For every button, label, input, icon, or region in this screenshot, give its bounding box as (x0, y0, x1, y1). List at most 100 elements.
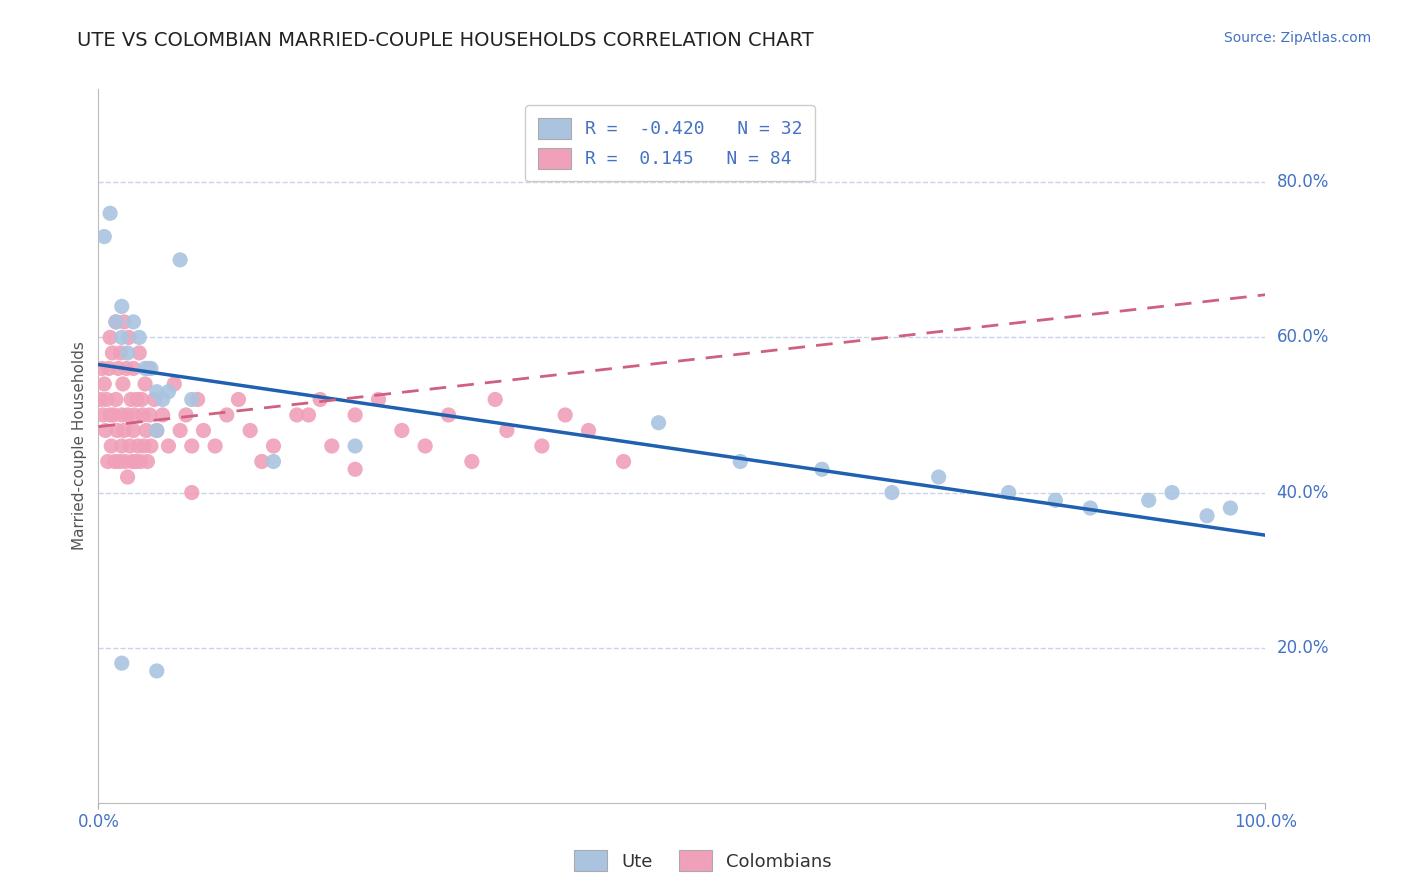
Point (91, 408, 114, 422)
Text: UTE VS COLOMBIAN MARRIED-COUPLE HOUSEHOLDS CORRELATION CHART: UTE VS COLOMBIAN MARRIED-COUPLE HOUSEHOL… (77, 31, 814, 50)
Point (146, 424, 169, 438)
Point (139, 439, 162, 453)
Point (135, 424, 157, 438)
Point (117, 408, 139, 422)
Point (309, 392, 332, 407)
Point (111, 376, 134, 391)
Point (578, 424, 600, 438)
Point (187, 392, 209, 407)
Point (811, 462, 834, 476)
Point (108, 454, 131, 468)
Point (110, 346, 132, 360)
Point (131, 392, 153, 407)
Point (1137, 493, 1160, 508)
Point (163, 376, 186, 391)
Point (122, 424, 145, 438)
Point (391, 424, 413, 438)
Point (132, 408, 155, 422)
Point (97, 361, 120, 376)
Point (104, 315, 127, 329)
Point (1195, 508, 1218, 523)
Point (180, 485, 202, 500)
Point (413, 439, 436, 453)
Point (121, 454, 143, 468)
Point (115, 361, 138, 376)
Point (118, 330, 141, 344)
Point (180, 392, 202, 407)
Point (367, 392, 389, 407)
Point (128, 346, 150, 360)
Point (321, 439, 343, 453)
Text: 40.0%: 40.0% (1277, 483, 1329, 501)
Point (107, 361, 129, 376)
Point (125, 392, 148, 407)
Point (285, 408, 308, 422)
Point (104, 315, 127, 329)
Text: Source: ZipAtlas.com: Source: ZipAtlas.com (1223, 31, 1371, 45)
Text: 80.0%: 80.0% (1277, 173, 1329, 191)
Point (120, 392, 142, 407)
Point (146, 384, 169, 399)
Point (111, 299, 134, 313)
Point (461, 454, 484, 468)
Point (104, 392, 127, 407)
Legend: Ute, Colombians: Ute, Colombians (567, 843, 839, 879)
Point (93, 376, 115, 391)
Point (98, 330, 121, 344)
Point (730, 454, 752, 468)
Y-axis label: Married-couple Households: Married-couple Households (72, 342, 87, 550)
Point (143, 392, 166, 407)
Point (93, 229, 115, 244)
Text: 20.0%: 20.0% (1277, 639, 1329, 657)
Point (124, 408, 146, 422)
Point (344, 408, 367, 422)
Point (111, 408, 134, 422)
Point (169, 252, 191, 267)
Point (157, 439, 180, 453)
Point (132, 439, 155, 453)
Point (105, 424, 128, 438)
Point (215, 408, 238, 422)
Point (129, 454, 152, 468)
Point (118, 439, 141, 453)
Point (111, 656, 134, 670)
Point (152, 408, 174, 422)
Point (1161, 485, 1184, 500)
Point (90, 392, 112, 407)
Point (139, 408, 162, 422)
Point (117, 346, 139, 360)
Point (100, 439, 122, 453)
Point (112, 315, 135, 329)
Point (101, 346, 124, 360)
Point (297, 408, 319, 422)
Point (169, 424, 191, 438)
Point (136, 454, 159, 468)
Point (344, 462, 367, 476)
Point (122, 361, 145, 376)
Point (98, 206, 121, 220)
Point (111, 330, 134, 344)
Legend: R =  -0.420   N = 32, R =  0.145   N = 84: R = -0.420 N = 32, R = 0.145 N = 84 (526, 105, 815, 181)
Point (180, 439, 202, 453)
Point (204, 439, 226, 453)
Point (127, 439, 149, 453)
Point (1219, 501, 1241, 516)
Point (997, 485, 1019, 500)
Point (112, 424, 135, 438)
Point (152, 392, 174, 407)
Point (239, 424, 262, 438)
Point (139, 361, 162, 376)
Point (90, 361, 112, 376)
Point (104, 454, 127, 468)
Point (134, 376, 156, 391)
Point (117, 470, 139, 484)
Point (262, 454, 284, 468)
Point (228, 392, 250, 407)
Point (134, 361, 156, 376)
Point (103, 408, 125, 422)
Point (262, 439, 284, 453)
Text: 60.0%: 60.0% (1277, 328, 1329, 346)
Point (125, 454, 148, 468)
Point (250, 454, 273, 468)
Point (174, 408, 197, 422)
